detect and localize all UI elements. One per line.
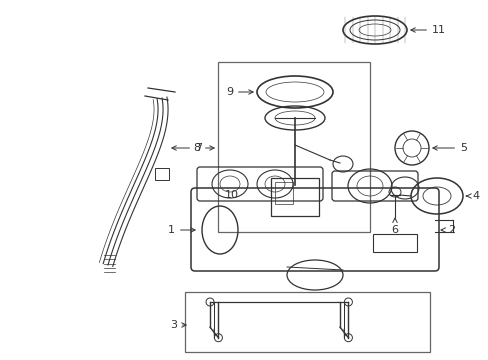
Text: 9: 9	[225, 87, 253, 97]
Text: 4: 4	[466, 191, 478, 201]
Bar	[372, 234, 416, 252]
Text: 7: 7	[171, 143, 202, 153]
Text: 3: 3	[170, 320, 186, 330]
Bar	[270, 178, 318, 216]
Bar	[184, 292, 429, 352]
Text: 2: 2	[440, 225, 454, 235]
Bar	[274, 182, 292, 204]
Text: 10: 10	[224, 190, 239, 200]
Bar	[155, 168, 169, 180]
Text: 5: 5	[432, 143, 466, 153]
Text: 8: 8	[192, 143, 214, 153]
Text: 11: 11	[410, 25, 445, 35]
Text: 6: 6	[391, 218, 398, 235]
Text: 1: 1	[168, 225, 195, 235]
Bar	[218, 62, 369, 232]
